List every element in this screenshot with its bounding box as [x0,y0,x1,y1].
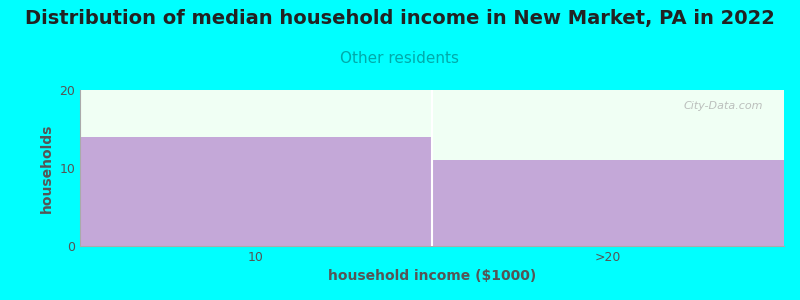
Text: City-Data.com: City-Data.com [683,101,763,111]
Y-axis label: households: households [40,123,54,213]
Text: Other residents: Other residents [341,51,459,66]
X-axis label: household income ($1000): household income ($1000) [328,269,536,284]
Text: Distribution of median household income in New Market, PA in 2022: Distribution of median household income … [25,9,775,28]
